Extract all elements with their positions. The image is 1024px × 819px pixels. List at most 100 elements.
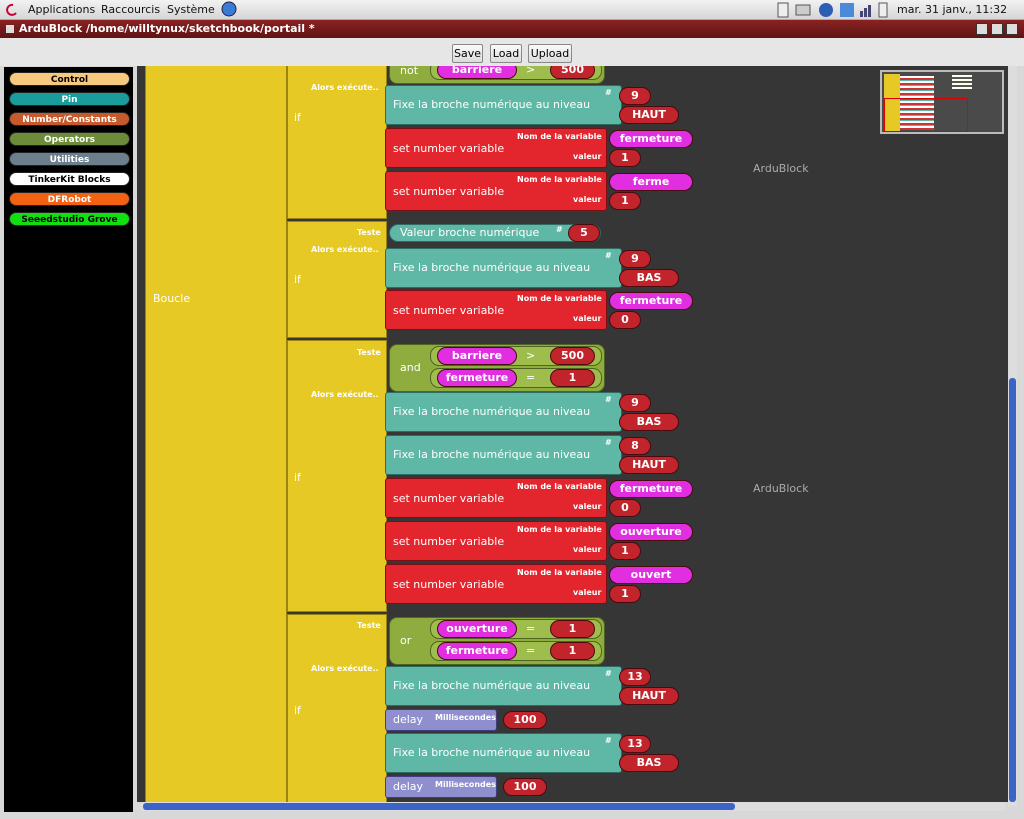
save-button[interactable]: Save	[452, 44, 483, 63]
clock[interactable]: mar. 31 janv., 11:32	[897, 3, 1008, 16]
top-panel: Applications Raccourcis Système mar. 31 …	[0, 0, 1024, 20]
variable-name: ouverture	[609, 523, 693, 541]
if-label: if	[294, 704, 301, 717]
browser-icon[interactable]	[221, 1, 237, 17]
load-button[interactable]: Load	[490, 44, 522, 63]
then-label: Alors exécute..	[311, 390, 379, 399]
hash-label: #	[605, 251, 612, 260]
variable-name: fermeture	[437, 369, 517, 387]
minimize-button[interactable]	[976, 23, 988, 35]
block-label: set number variable	[393, 185, 505, 198]
variable-name: fermeture	[609, 292, 693, 310]
name-label: Nom de la variable	[517, 175, 602, 184]
level-value: BAS	[619, 413, 679, 431]
hash-label: #	[605, 669, 612, 678]
menu-item[interactable]: Raccourcis	[101, 3, 161, 16]
minimap-blocks	[884, 74, 900, 132]
palette-category[interactable]: Control	[9, 72, 130, 86]
vertical-scrollbar	[1008, 66, 1017, 806]
if-block	[287, 221, 387, 338]
comparator: =	[526, 622, 536, 635]
pin-value: 9	[619, 394, 651, 412]
if-block	[287, 614, 387, 802]
pin-value: 13	[619, 735, 651, 753]
level-value: HAUT	[619, 106, 679, 124]
pin-value: 8	[619, 437, 651, 455]
if-label: if	[294, 273, 301, 286]
variable-value: 1	[609, 585, 641, 603]
test-label: Teste	[357, 228, 381, 237]
variable-name: ouverture	[437, 620, 517, 638]
set-variable-block	[385, 564, 607, 604]
delay-block	[385, 776, 497, 798]
if-label: if	[294, 471, 301, 484]
menu-item[interactable]: Système	[167, 3, 215, 16]
compare-value: 500	[550, 66, 595, 79]
level-value: BAS	[619, 269, 679, 287]
digital-write-block	[385, 733, 622, 773]
palette-category[interactable]: Number/Constants	[9, 112, 130, 126]
palette-category[interactable]: Utilities	[9, 152, 130, 166]
test-block	[389, 224, 601, 242]
block-label: Fixe la broche numérique au niveau	[393, 98, 591, 111]
name-label: Nom de la variable	[517, 482, 602, 491]
comparator: =	[526, 371, 536, 384]
loop-label: Boucle	[153, 292, 191, 305]
set-variable-block	[385, 521, 607, 561]
test-label: Teste	[357, 621, 381, 630]
close-button[interactable]	[1006, 23, 1018, 35]
variable-name: fermeture	[437, 642, 517, 660]
palette-category[interactable]: Operators	[9, 132, 130, 146]
variable-name: ouvert	[609, 566, 693, 584]
value-label: valeur	[573, 502, 602, 511]
set-variable-block	[385, 171, 607, 211]
compare-value: 1	[550, 369, 595, 387]
digital-write-block	[385, 85, 622, 125]
maximize-button[interactable]	[991, 23, 1003, 35]
hash-label: #	[556, 225, 563, 234]
level-value: BAS	[619, 754, 679, 772]
hash-label: #	[605, 395, 612, 404]
comparator: >	[526, 349, 536, 362]
level-value: HAUT	[619, 456, 679, 474]
pin-value: 9	[619, 87, 651, 105]
variable-value: 1	[609, 542, 641, 560]
palette-category[interactable]: Pin	[9, 92, 130, 106]
palette-category[interactable]: TinkerKit Blocks	[9, 172, 130, 186]
menu-item[interactable]: Applications	[28, 3, 96, 16]
minimap-blocks	[900, 76, 934, 130]
name-label: Nom de la variable	[517, 525, 602, 534]
loop-block	[145, 66, 287, 802]
test-label: Valeur broche numérique	[400, 226, 540, 239]
delay-value: 100	[503, 711, 547, 729]
comparator: =	[526, 644, 536, 657]
digital-write-block	[385, 666, 622, 706]
pin-value: 9	[619, 250, 651, 268]
delay-value: 100	[503, 778, 547, 796]
palette-category[interactable]: DFRobot	[9, 192, 130, 206]
block-palette: Control Pin Number/Constants Operators Utili…	[4, 67, 133, 812]
value-label: valeur	[573, 152, 602, 161]
logic-operator: and	[400, 361, 421, 374]
palette-category[interactable]: Seeedstudio Grove	[9, 212, 130, 226]
comparator: >	[526, 66, 536, 76]
unit-label: Millisecondes	[435, 713, 496, 722]
variable-value: 1	[609, 149, 641, 167]
scroll-thumb[interactable]	[143, 803, 735, 810]
compare-value: 1	[550, 620, 595, 638]
block-label: Fixe la broche numérique au niveau	[393, 261, 591, 274]
set-variable-block	[385, 128, 607, 168]
value-label: valeur	[573, 545, 602, 554]
scroll-thumb[interactable]	[1009, 378, 1016, 802]
logic-operator: not	[400, 66, 419, 77]
minimap-viewport	[884, 98, 968, 132]
window-icon[interactable]	[6, 25, 14, 33]
upload-button[interactable]: Upload	[528, 44, 572, 63]
tray-icons	[777, 2, 888, 18]
block-label: Fixe la broche numérique au niveau	[393, 405, 591, 418]
block-label: set number variable	[393, 535, 505, 548]
window-title-bar: ArduBlock /home/willtynux/sketchbook/por…	[0, 20, 1024, 38]
then-label: Alors exécute..	[311, 83, 379, 92]
minimap-blocks	[952, 75, 972, 89]
